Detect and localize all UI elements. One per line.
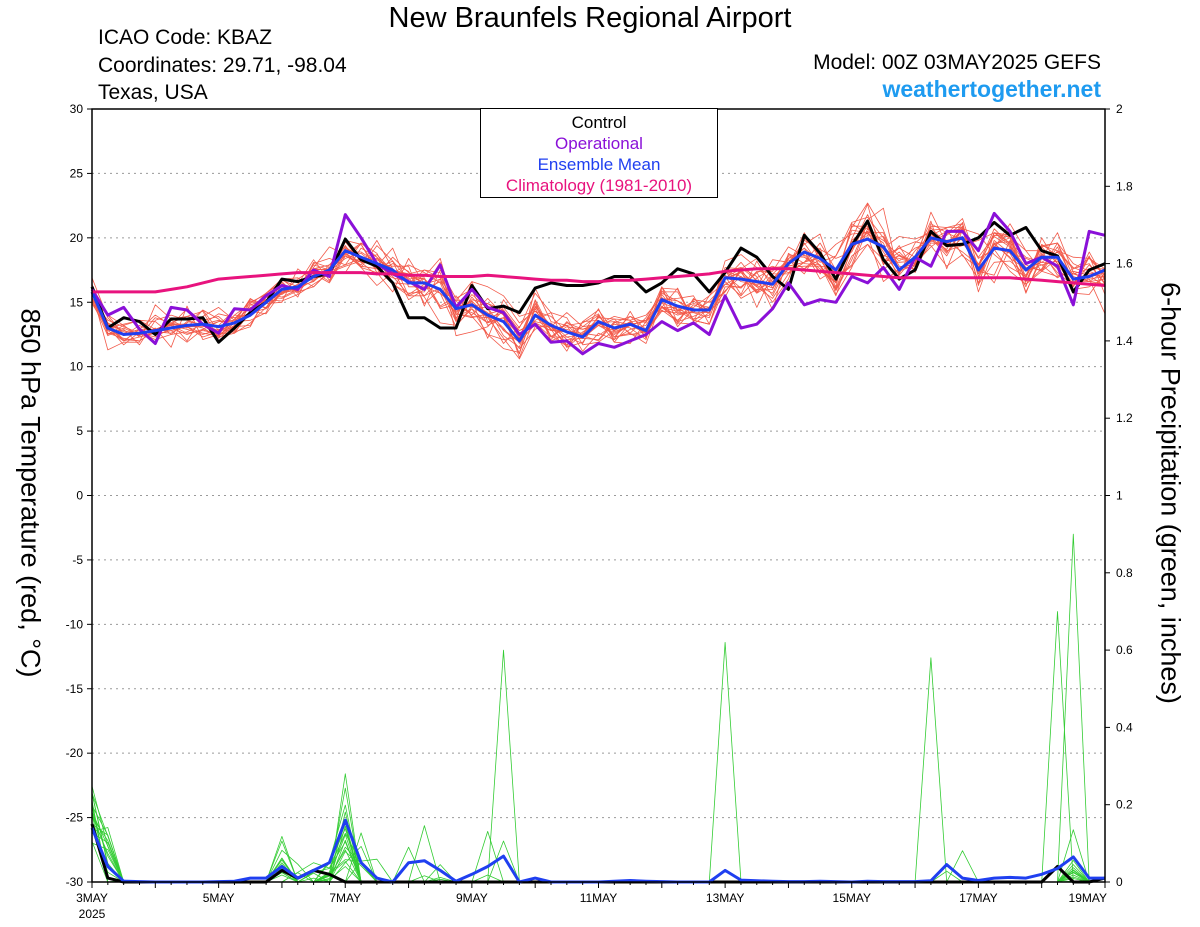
y-tick-label: 20 — [70, 231, 84, 245]
y2-tick-label: 1.2 — [1116, 411, 1133, 425]
precip-member-line — [91, 533, 1105, 883]
y2-tick-label: 0 — [1116, 875, 1123, 889]
y-tick-label: -30 — [66, 875, 84, 889]
x-tick-label: 13MAY — [706, 891, 744, 905]
x-tick-label: 15MAY — [833, 891, 871, 905]
chart-title: New Braunfels Regional Airport — [388, 2, 792, 34]
precip-member-line — [91, 787, 1105, 883]
x-tick-label: 3MAY — [76, 891, 108, 905]
temp-member-line — [91, 223, 1106, 344]
precip-member-line — [91, 611, 1105, 883]
location-label: Texas, USA — [98, 81, 208, 104]
y-axis-label-left: 850 hPa Temperature (red, °C) — [15, 308, 46, 678]
y-tick-label: -15 — [66, 682, 84, 696]
precip-member-line — [91, 826, 1105, 883]
model-run-label: Model: 00Z 03MAY2025 GEFS — [813, 51, 1101, 74]
y2-tick-label: 1.4 — [1116, 334, 1133, 348]
legend-ensemble-mean: Ensemble Mean — [537, 155, 661, 174]
x-tick-year-label: 2025 — [79, 907, 106, 921]
x-tick-label: 7MAY — [329, 891, 361, 905]
y-tick-label: -5 — [72, 553, 83, 567]
y-tick-label: 15 — [70, 295, 84, 309]
precip-member-line — [91, 642, 1105, 883]
y-tick-label: -20 — [66, 746, 84, 760]
legend-climatology: Climatology (1981-2010) — [505, 176, 693, 195]
y-tick-label: 25 — [70, 166, 84, 180]
y-tick-label: -10 — [66, 617, 84, 631]
y-tick-label: 5 — [76, 424, 83, 438]
legend-operational: Operational — [555, 134, 643, 153]
y-tick-label: 10 — [70, 360, 84, 374]
y-tick-label: 0 — [76, 489, 83, 503]
y-tick-label: -25 — [66, 811, 84, 825]
y2-tick-label: 1 — [1116, 489, 1123, 503]
precip-member-line — [91, 649, 1105, 883]
temp-ensemble-mean-line — [90, 236, 1106, 343]
temp-climatology-1981-2010-line — [92, 267, 1106, 294]
x-tick-label: 9MAY — [456, 891, 488, 905]
x-tick-label: 17MAY — [959, 891, 997, 905]
y2-tick-label: 1.8 — [1116, 179, 1133, 193]
precip-member-line — [91, 816, 1105, 883]
y2-tick-label: 2 — [1116, 102, 1123, 116]
x-tick-label: 5MAY — [203, 891, 235, 905]
precip-ensemble-mean-line — [90, 818, 1105, 884]
temp-operational-line — [90, 211, 1106, 356]
y2-tick-label: 1.6 — [1116, 257, 1133, 271]
coordinates-label: Coordinates: 29.71, -98.04 — [98, 54, 347, 77]
y2-tick-label: 0.6 — [1116, 643, 1133, 657]
site-link[interactable]: weathertogether.net — [882, 76, 1101, 102]
y2-tick-label: 0.8 — [1116, 566, 1133, 580]
y2-tick-label: 0.4 — [1116, 720, 1133, 734]
y-tick-label: 30 — [70, 102, 84, 116]
icao-code-label: ICAO Code: KBAZ — [98, 26, 272, 49]
x-tick-label: 11MAY — [580, 891, 618, 905]
y-axis-label-right: 6-hour Precipitation (green, inches) — [1155, 282, 1186, 704]
x-tick-label: 19MAY — [1069, 891, 1107, 905]
precip-member-line — [91, 657, 1105, 883]
y2-tick-label: 0.2 — [1116, 798, 1133, 812]
chart-legend: Control Operational Ensemble Mean Climat… — [480, 108, 718, 198]
temp-member-line — [91, 221, 1106, 341]
legend-control: Control — [571, 113, 627, 132]
precip-control-line — [90, 823, 1106, 884]
